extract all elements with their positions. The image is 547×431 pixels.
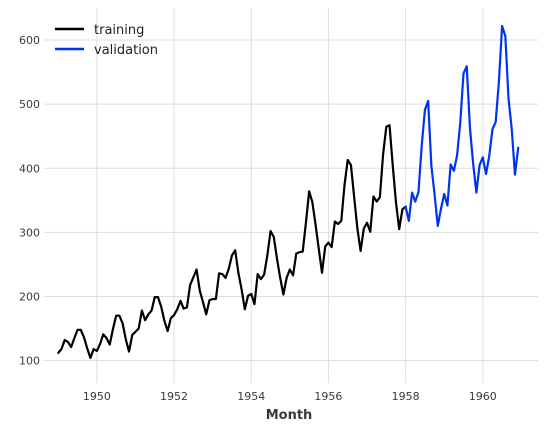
x-tick-label: 1954 xyxy=(237,390,265,403)
series-line-training xyxy=(57,124,407,360)
x-tick-labels: 1950 1952 1954 1956 1958 1960 xyxy=(83,390,497,403)
grid xyxy=(44,8,538,383)
y-tick-label: 400 xyxy=(19,162,40,175)
x-tick-label: 1956 xyxy=(314,390,342,403)
series-line-validation xyxy=(404,24,520,228)
x-tick-label: 1960 xyxy=(469,390,497,403)
x-tick-label: 1952 xyxy=(160,390,188,403)
legend-label-training: training xyxy=(94,23,144,38)
legend: training validation xyxy=(55,23,158,58)
y-tick-label: 300 xyxy=(19,226,40,239)
y-tick-labels: 100 200 300 400 500 600 xyxy=(19,34,40,368)
x-tick-label: 1950 xyxy=(83,390,111,403)
legend-label-validation: validation xyxy=(94,43,158,58)
y-tick-label: 200 xyxy=(19,290,40,303)
y-tick-label: 600 xyxy=(19,34,40,47)
x-axis-title: Month xyxy=(266,408,313,423)
y-tick-label: 500 xyxy=(19,98,40,111)
x-tick-label: 1958 xyxy=(392,390,420,403)
y-tick-label: 100 xyxy=(19,355,40,368)
series-group xyxy=(57,24,520,360)
